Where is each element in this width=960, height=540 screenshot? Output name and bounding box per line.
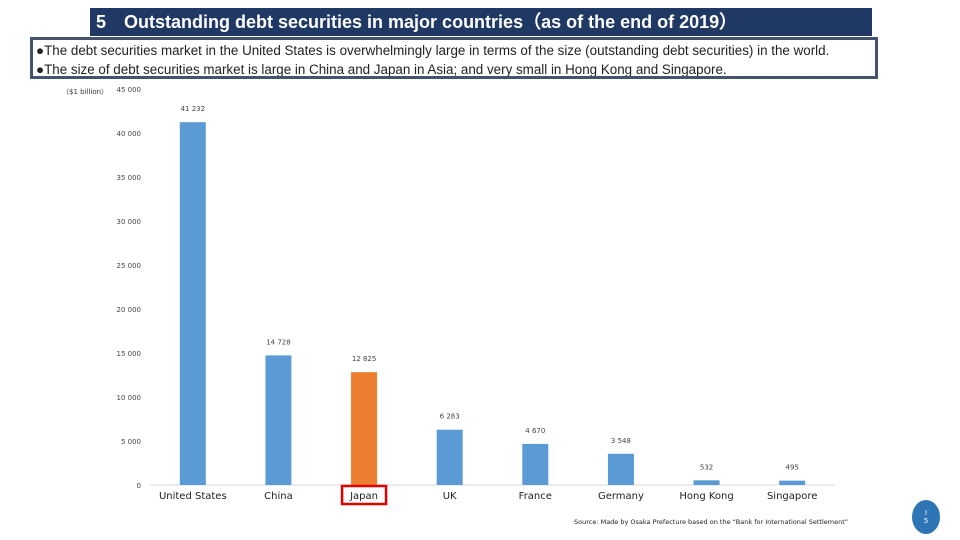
bar [265,355,292,485]
x-tick-label: Hong Kong [679,491,733,502]
data-label: 41 232 [181,105,206,113]
bar [693,480,720,485]
slide-title: 5 Outstanding debt securities in major c… [90,8,872,36]
x-tick-label: China [264,491,293,502]
y-tick-label: 15 000 [117,350,142,358]
data-label: 12 825 [352,355,377,363]
data-label: 3 548 [611,437,631,445]
data-label: 14 728 [266,338,291,346]
bar [436,429,463,485]
y-tick-label: 5 000 [121,438,141,446]
bar [779,480,806,485]
summary-bullet-1: ●The debt securities market in the Unite… [36,43,830,58]
data-label: 495 [786,464,799,472]
y-tick-label: 40 000 [117,130,142,138]
page-number-badge: I 5 [912,500,940,534]
summary-bullet-2: ●The size of debt securities market is l… [36,62,727,77]
data-label: 6 283 [440,413,460,421]
page-number: I 5 [923,509,929,525]
y-tick-label: 30 000 [117,218,142,226]
x-tick-label: Singapore [767,491,817,502]
x-tick-label: United States [159,491,227,502]
highlight-box [340,484,388,506]
unit-label: （$1 billion） [62,88,109,96]
data-label: 532 [700,463,713,471]
x-tick-label: Germany [598,491,644,502]
x-tick-label: France [519,491,552,502]
y-tick-label: 45 000 [117,86,142,94]
y-tick-label: 20 000 [117,306,142,314]
data-label: 4 670 [525,427,545,435]
y-tick-label: 25 000 [117,262,142,270]
x-tick-label: Japan [349,491,378,502]
summary-box: ●The debt securities market in the Unite… [30,37,878,79]
bar [179,122,206,486]
source-note: Source: Made by Osaka Prefecture based o… [574,518,849,526]
bar [522,443,549,485]
y-tick-label: 0 [137,482,141,490]
y-tick-label: 35 000 [117,174,142,182]
bar [351,372,378,485]
x-tick-label: UK [443,491,457,502]
bar [607,453,634,485]
y-tick-label: 10 000 [117,394,142,402]
